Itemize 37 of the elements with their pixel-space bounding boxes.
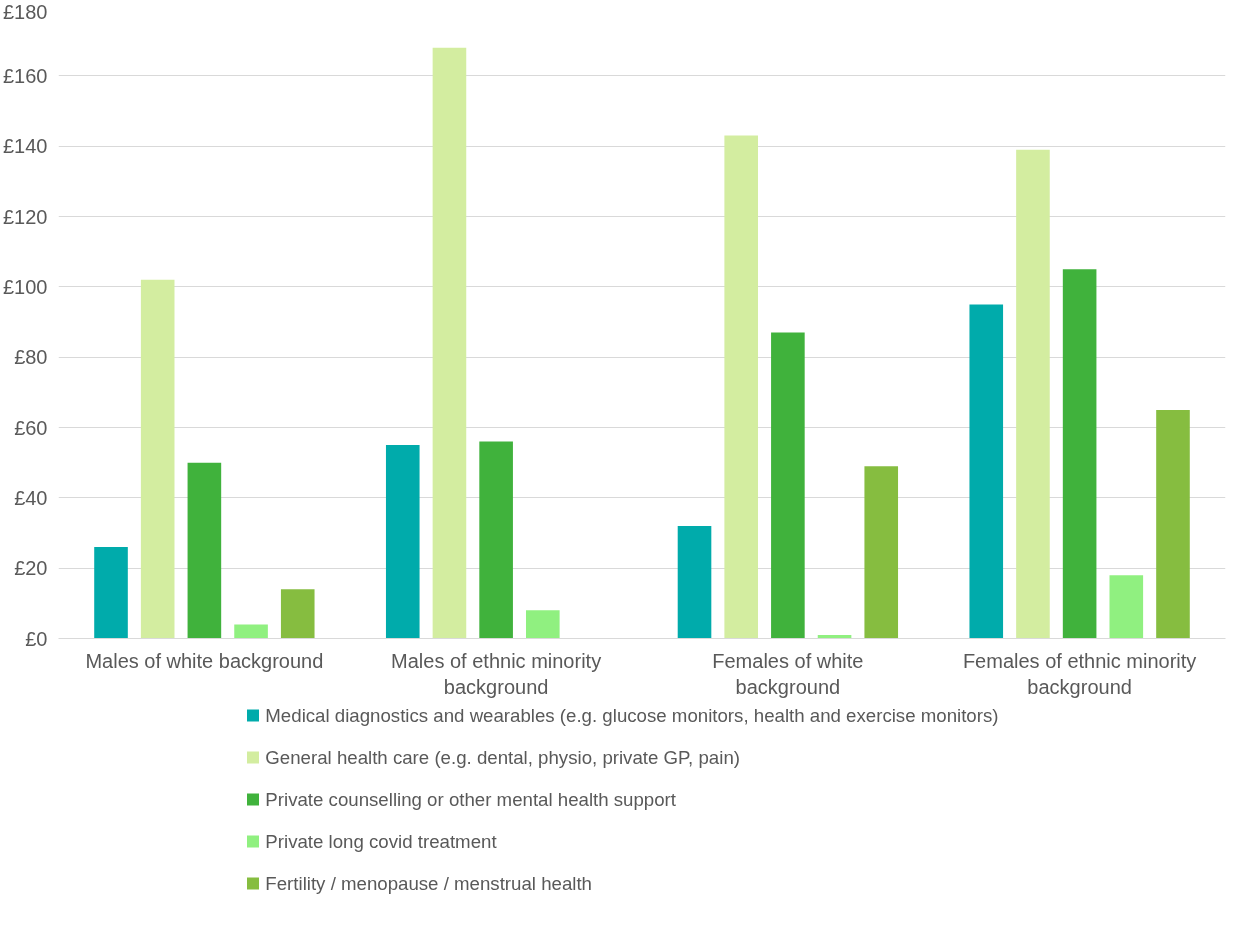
bar <box>677 525 712 639</box>
x-tick-label: Males of white background <box>85 649 324 672</box>
y-tick-label: £40 <box>14 486 48 509</box>
legend-label: Private long covid treatment <box>265 831 498 852</box>
bar <box>280 589 315 639</box>
y-tick-label: £160 <box>3 64 48 87</box>
legend-label: Medical diagnostics and wearables (e.g. glucose monitors, health and exercise monitors) <box>265 705 999 726</box>
bar <box>234 624 268 639</box>
bar <box>94 547 128 639</box>
x-tick-label: Females of ethnic minority background <box>962 649 1197 698</box>
bar <box>432 47 467 639</box>
bar <box>1156 409 1190 639</box>
y-tick-label: £0 <box>25 627 48 650</box>
x-tick-label: Males of ethnic minority background <box>391 649 602 698</box>
y-tick-label: £80 <box>14 346 48 369</box>
bar <box>724 135 758 639</box>
bar <box>526 610 560 639</box>
bar <box>187 462 222 639</box>
legend-label: General health care (e.g. dental, physio, private GP, pain) <box>265 747 740 768</box>
bar <box>385 445 420 639</box>
bar <box>771 332 805 639</box>
y-tick-label: £60 <box>14 416 48 439</box>
y-tick-label: £20 <box>14 557 48 580</box>
bar <box>140 279 175 639</box>
y-tick-label: £120 <box>3 205 48 228</box>
legend-label: Fertility / menopause / menstrual health <box>265 873 592 894</box>
bar <box>969 304 1004 639</box>
bar <box>1016 149 1050 639</box>
legend-label: Private counselling or other mental health support <box>265 789 677 810</box>
bar <box>479 441 513 639</box>
bar <box>864 466 899 639</box>
y-tick-label: £180 <box>3 0 48 23</box>
y-tick-label: £140 <box>3 135 48 158</box>
bar <box>1062 269 1097 639</box>
x-tick-label: Females of white background <box>712 649 864 698</box>
y-tick-label: £100 <box>3 275 48 298</box>
bar <box>1109 575 1144 639</box>
